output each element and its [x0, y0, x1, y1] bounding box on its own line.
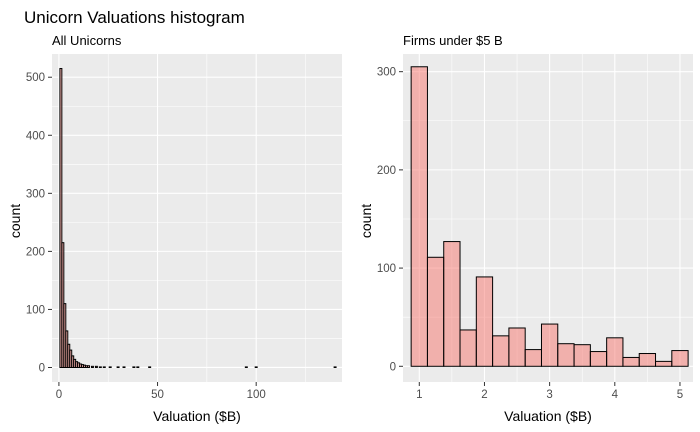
histogram-bar: [98, 366, 102, 368]
histogram-bar: [410, 66, 428, 367]
histogram-bar: [540, 323, 559, 367]
x-axis-label-all: Valuation ($B): [153, 408, 241, 424]
y-tick-label: 400: [26, 130, 45, 142]
y-axis-label-under5: count: [358, 204, 374, 238]
x-tick-label: 5: [677, 389, 683, 401]
histogram-bar: [122, 366, 126, 368]
y-tick-label: 100: [26, 304, 45, 316]
histogram-bar: [606, 337, 624, 367]
x-axis-label-under5: Valuation ($B): [504, 408, 592, 424]
y-axis-label-all: count: [7, 204, 23, 238]
histogram-bar: [443, 241, 461, 367]
histogram-bar: [136, 366, 140, 368]
y-tick-label: 200: [377, 165, 396, 177]
y-tick-label: 0: [390, 361, 396, 373]
chart-subtitle-all: All Unicorns: [52, 33, 122, 48]
histogram-bar: [459, 329, 477, 367]
plot-area-under5: [403, 54, 693, 382]
x-tick-label: 50: [151, 389, 164, 401]
y-tick-label: 100: [377, 263, 396, 275]
y-tick-label: 0: [39, 362, 45, 374]
histogram-bar: [59, 68, 63, 368]
histogram-bar: [475, 276, 494, 367]
histogram-bar: [622, 356, 640, 367]
histogram-bar: [148, 366, 152, 368]
chart-subtitle-under5: Firms under $5 B: [403, 33, 503, 48]
x-tick-label: 2: [481, 389, 487, 401]
x-tick-label: 4: [612, 389, 619, 401]
figure-title: Unicorn Valuations histogram: [24, 8, 245, 27]
y-tick-label: 200: [26, 246, 45, 258]
chart-under-5b: Firms under $5 B Valuation ($B) count 1 2…: [358, 33, 693, 424]
histogram-bar: [132, 366, 136, 368]
histogram-bar: [655, 360, 673, 367]
panel-background-all: [52, 54, 342, 382]
y-tick-label: 300: [26, 188, 45, 200]
histogram-bar: [492, 335, 510, 367]
histogram-bar: [426, 256, 445, 367]
histogram-bar: [244, 366, 248, 368]
histogram-bar: [524, 349, 542, 367]
y-tick-label: 500: [26, 72, 45, 84]
histogram-bar: [94, 365, 98, 368]
histogram-bar: [116, 366, 120, 368]
histogram-bar: [557, 343, 575, 367]
histogram-bar: [87, 365, 90, 368]
histogram-bar: [254, 366, 258, 368]
histogram-bar: [508, 327, 526, 367]
x-tick-label: 3: [546, 389, 552, 401]
plot-area-all: [52, 54, 342, 382]
histogram-bar: [573, 344, 591, 367]
x-tick-label: 0: [56, 389, 62, 401]
histogram-bar: [638, 353, 657, 367]
histogram-bar: [671, 350, 689, 367]
histogram-bar: [102, 366, 106, 368]
histogram-bar: [589, 351, 608, 367]
x-tick-label: 1: [416, 389, 422, 401]
chart-all-unicorns: All Unicorns Valuation ($B) count 0 50 100…: [7, 33, 342, 424]
y-tick-label: 300: [377, 67, 396, 79]
histogram-bar: [108, 366, 112, 368]
x-tick-label: 100: [247, 389, 266, 401]
histogram-bar: [90, 365, 94, 368]
histogram-bar: [333, 366, 337, 368]
